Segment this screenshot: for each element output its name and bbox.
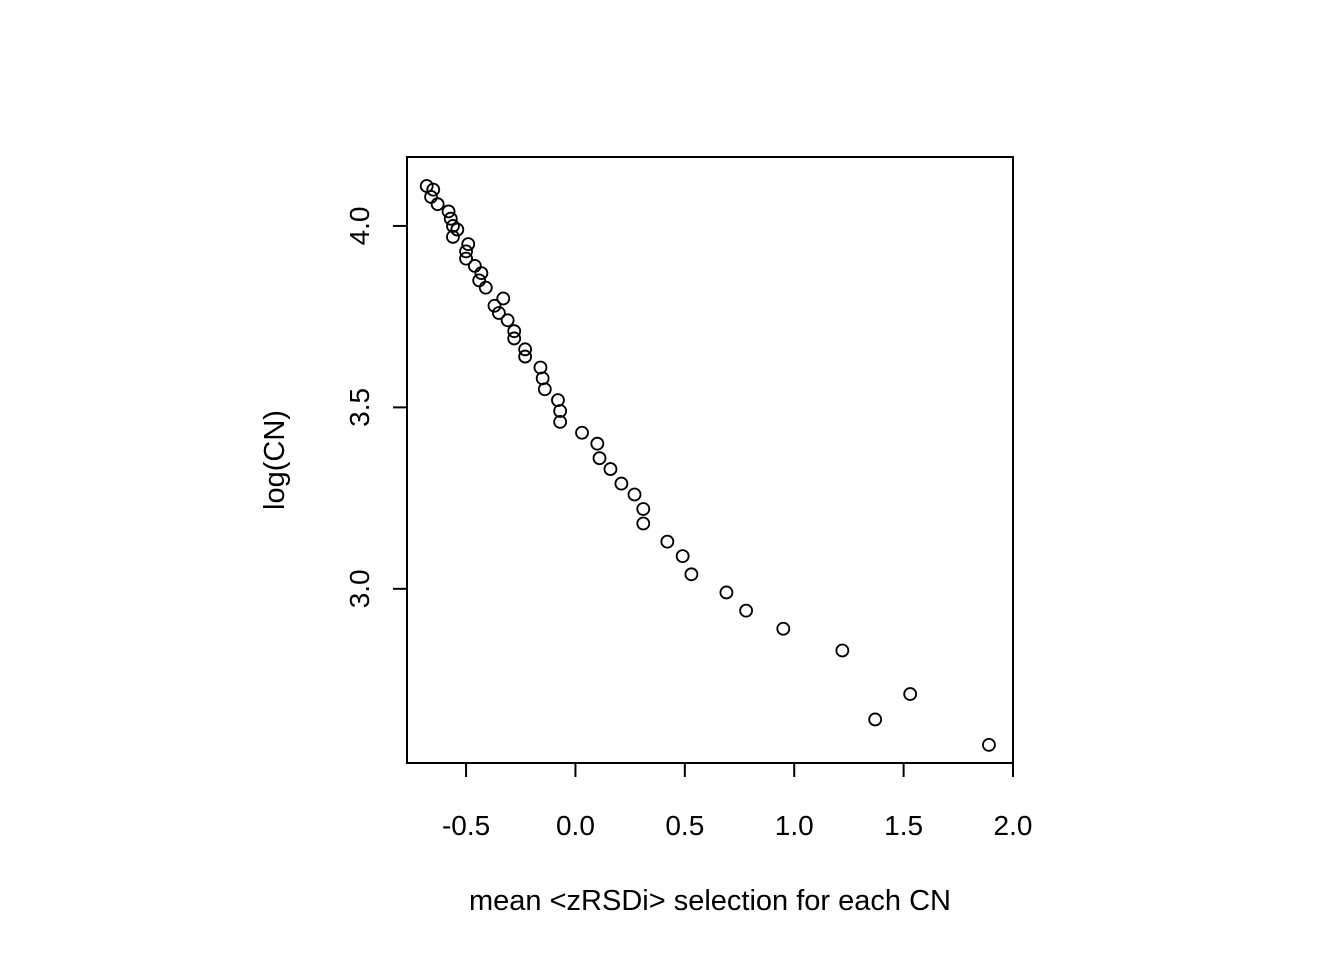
y-tick-label: 4.0 [344,206,375,245]
data-point [461,237,476,251]
data-point [660,534,675,549]
data-point [551,393,565,408]
data-points [419,179,996,752]
data-point [491,306,506,320]
data-point [675,549,690,564]
data-point [500,313,515,328]
data-point [472,273,487,288]
plot-frame [406,156,1014,764]
data-point [507,331,522,346]
data-point [467,258,482,273]
data-point [903,687,918,701]
data-point [776,621,791,636]
data-point [507,324,522,339]
x-tick-label: 0.0 [556,810,595,841]
data-point [553,414,568,429]
x-tick-label: 2.0 [994,810,1033,841]
data-point [636,502,651,516]
data-point [533,360,548,375]
data-point [441,204,456,219]
data-point [496,291,511,306]
data-point [446,219,460,233]
y-axis: 3.0 3.5 4.0 [344,206,407,608]
x-tick-label: 1.0 [775,810,814,841]
data-point [518,349,533,364]
data-point [684,567,699,582]
data-point [478,280,493,295]
data-point [518,342,533,357]
data-point [982,737,996,752]
x-tick-label: 0.5 [665,810,704,841]
x-axis-label: mean <zRSDi> selection for each CN [469,885,951,917]
data-point [450,222,465,237]
x-tick-label: -0.5 [442,810,490,841]
data-point [614,476,629,491]
data-point [426,182,441,197]
data-point [739,603,753,618]
data-point [835,643,850,658]
y-tick-label: 3.5 [344,388,375,427]
data-point [459,251,473,266]
data-point [592,451,607,466]
data-point [868,712,883,727]
data-point [575,425,589,440]
y-tick-label: 3.0 [344,569,375,608]
data-point [474,266,489,281]
data-point [487,298,502,313]
data-point [443,211,458,226]
data-point [459,244,473,259]
data-point [553,404,568,418]
x-axis: -0.5 0.0 0.5 1.0 1.5 2.0 [442,763,1033,841]
data-point [537,382,552,397]
data-point [446,229,460,244]
data-point [627,487,642,502]
y-axis-label: log(CN) [259,410,291,510]
data-point [535,371,550,386]
data-point [430,197,445,212]
data-point [636,516,651,531]
x-tick-label: 1.5 [884,810,923,841]
data-point [590,436,605,451]
data-point [719,585,734,600]
data-point [603,462,618,476]
data-point [424,190,438,204]
